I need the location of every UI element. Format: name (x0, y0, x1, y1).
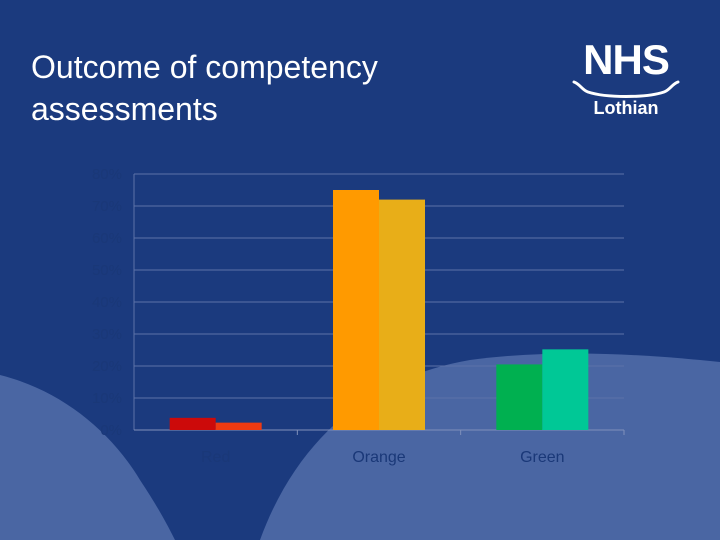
x-tick-label: Orange (352, 449, 405, 466)
y-tick-label: 0% (100, 422, 122, 439)
logo-arc-icon (572, 80, 680, 98)
swoosh-left (0, 375, 175, 540)
bar-orange-2 (379, 199, 425, 430)
x-tick-label: Red (201, 449, 230, 466)
y-tick-label: 80% (92, 166, 122, 183)
nhs-lothian-logo: NHS Lothian (568, 38, 684, 122)
x-tick-label: Green (520, 449, 564, 466)
chart-x-axis: Red Orange Green (201, 449, 565, 466)
chart-bars (169, 190, 589, 430)
bar-green-1 (496, 364, 543, 430)
logo-nhs-text: NHS (583, 36, 670, 83)
bar-green-2 (542, 349, 589, 430)
bar-red-2 (215, 422, 262, 430)
y-tick-label: 10% (92, 390, 122, 407)
y-tick-label: 60% (92, 230, 122, 247)
bar-orange-1 (333, 190, 379, 430)
y-tick-label: 70% (92, 198, 122, 215)
bar-red-1 (169, 417, 216, 430)
y-tick-label: 20% (92, 358, 122, 375)
y-tick-label: 30% (92, 326, 122, 343)
y-tick-label: 50% (92, 262, 122, 279)
slide-title: Outcome of competency assessments (31, 49, 378, 127)
chart-y-axis: 0% 10% 20% 30% 40% 50% 60% 70% 80% (92, 166, 122, 439)
logo-subtext: Lothian (593, 98, 659, 118)
y-tick-label: 40% (92, 294, 122, 311)
